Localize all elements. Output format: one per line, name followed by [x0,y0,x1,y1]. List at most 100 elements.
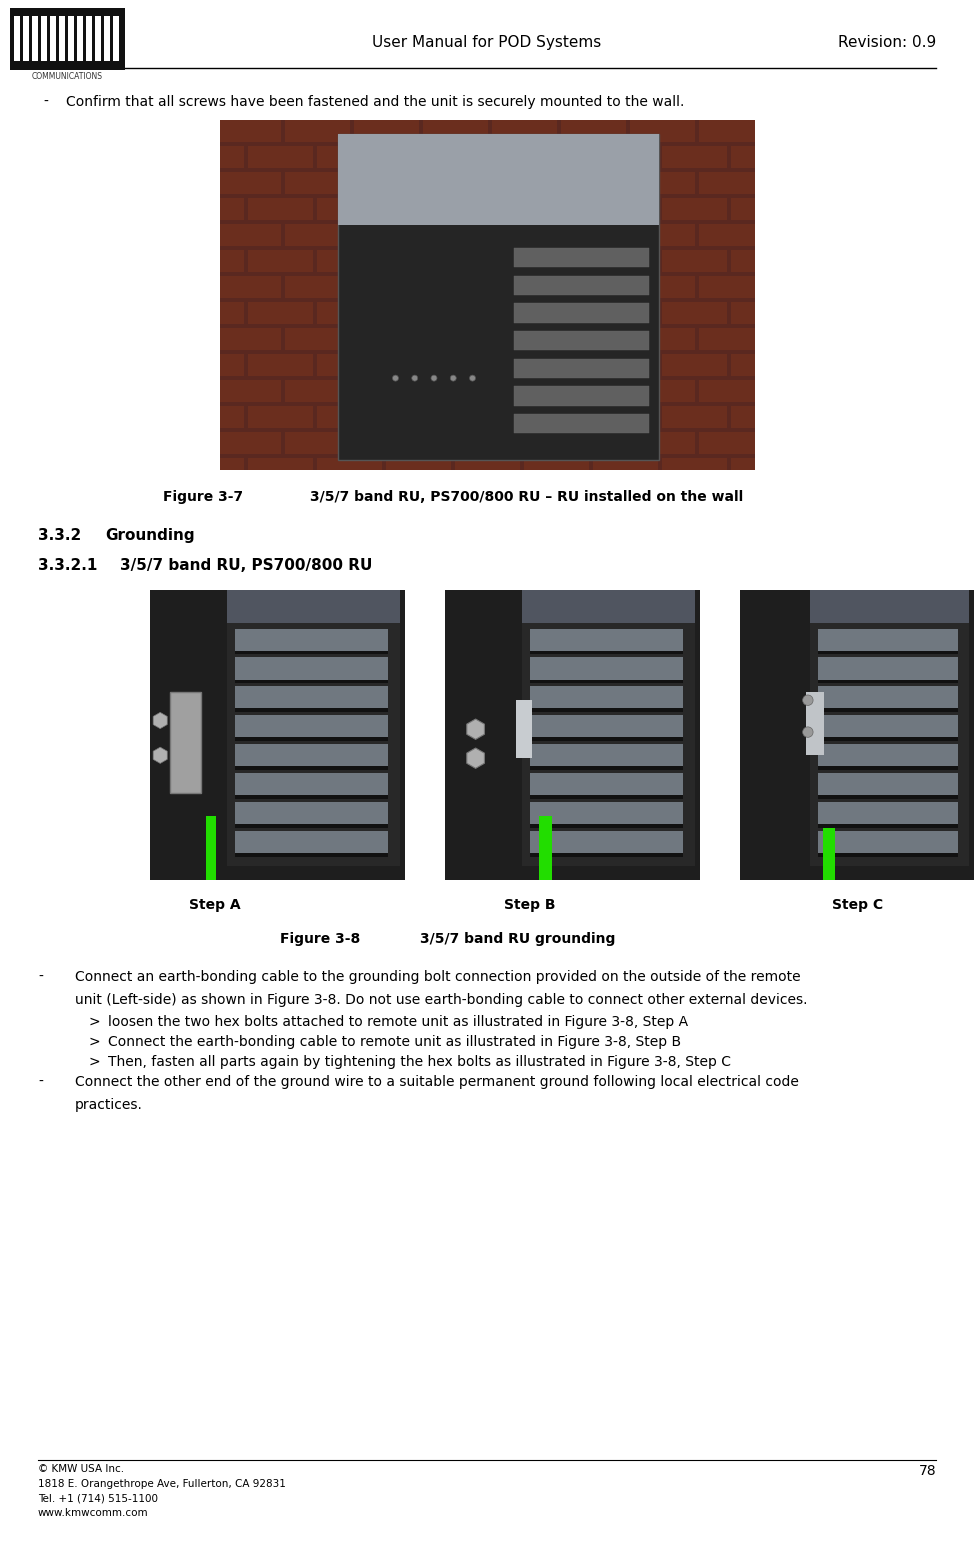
Bar [818,658,958,680]
Bar [235,658,388,680]
Bar [699,223,755,247]
Bar [317,405,382,428]
Bar [514,276,649,296]
Bar [593,405,658,428]
Bar [630,328,695,350]
Bar [386,405,451,428]
Bar [514,304,649,322]
Text: Connect the other end of the ground wire to a suitable permanent ground followin: Connect the other end of the ground wire… [75,1076,799,1089]
Text: >: > [88,1056,99,1069]
Bar [104,15,110,60]
Circle shape [803,727,813,737]
Bar [317,250,382,273]
Bar [593,354,658,376]
Bar [235,738,388,741]
Circle shape [431,374,437,381]
Bar [317,146,382,168]
Bar [539,817,551,880]
Bar [662,302,727,324]
Circle shape [450,374,456,381]
Bar [492,328,557,350]
Bar [235,680,388,683]
Text: Then, fasten all parts again by tightening the hex bolts as illustrated in Figur: Then, fasten all parts again by tighteni… [108,1056,731,1069]
Bar [530,803,683,824]
Bar [235,709,388,712]
Bar [731,302,755,324]
Bar [235,715,388,738]
Bar [455,354,520,376]
Bar [354,431,419,455]
Bar [354,328,419,350]
Bar [220,302,244,324]
Text: Step C: Step C [833,898,883,912]
Bar [227,590,400,866]
Bar [317,458,382,470]
Bar [23,15,28,60]
Bar [386,197,451,220]
Bar [32,15,38,60]
Bar [220,146,244,168]
Bar [492,173,557,194]
Text: Connect the earth-bonding cable to remote unit as illustrated in Figure 3-8, Ste: Connect the earth-bonding cable to remot… [108,1036,681,1049]
Text: -: - [38,969,43,985]
Bar [593,302,658,324]
Text: 3.3.2.1: 3.3.2.1 [38,558,97,573]
Bar [59,15,64,60]
Bar [235,774,388,795]
Text: © KMW USA Inc.
1818 E. Orangethrope Ave, Fullerton, CA 92831
Tel. +1 (714) 515-1: © KMW USA Inc. 1818 E. Orangethrope Ave,… [38,1464,286,1518]
Bar [530,686,683,709]
Bar [818,803,958,824]
Bar [561,173,626,194]
Bar [386,458,451,470]
Bar [530,824,683,828]
Text: Connect an earth-bonding cable to the grounding bolt connection provided on the : Connect an earth-bonding cable to the gr… [75,969,801,985]
Bar [220,250,244,273]
Bar [530,680,683,683]
Bar [354,173,419,194]
Bar [818,795,958,798]
Bar [530,831,683,854]
Bar [514,415,649,433]
Bar [699,120,755,142]
Bar [220,173,281,194]
Bar [521,590,694,866]
Bar [818,824,958,828]
Bar [220,120,755,470]
Bar [630,223,695,247]
Bar [423,120,488,142]
Bar [514,359,649,378]
Bar [530,766,683,770]
Bar [285,276,350,297]
Bar [248,197,313,220]
Bar [285,328,350,350]
Circle shape [393,374,398,381]
Bar [810,590,969,623]
Bar [317,354,382,376]
Bar [630,173,695,194]
Bar [235,795,388,798]
Bar [593,458,658,470]
Bar [455,250,520,273]
Bar [524,302,589,324]
Bar [699,431,755,455]
Bar [530,774,683,795]
Bar [530,658,683,680]
Text: loosen the two hex bolts attached to remote unit as illustrated in Figure 3-8, S: loosen the two hex bolts attached to rem… [108,1016,688,1029]
Bar [561,120,626,142]
Bar [248,302,313,324]
Bar [593,250,658,273]
Bar [235,650,388,653]
Bar [818,680,958,683]
Bar [220,354,244,376]
Bar [354,223,419,247]
Bar [818,686,958,709]
Bar [235,824,388,828]
Bar [818,650,958,653]
Bar [338,134,658,459]
Bar [386,302,451,324]
Text: -: - [38,1076,43,1089]
Bar [805,692,824,755]
Text: Confirm that all screws have been fastened and the unit is securely mounted to t: Confirm that all screws have been fasten… [66,96,685,109]
Bar [492,276,557,297]
Bar [561,328,626,350]
